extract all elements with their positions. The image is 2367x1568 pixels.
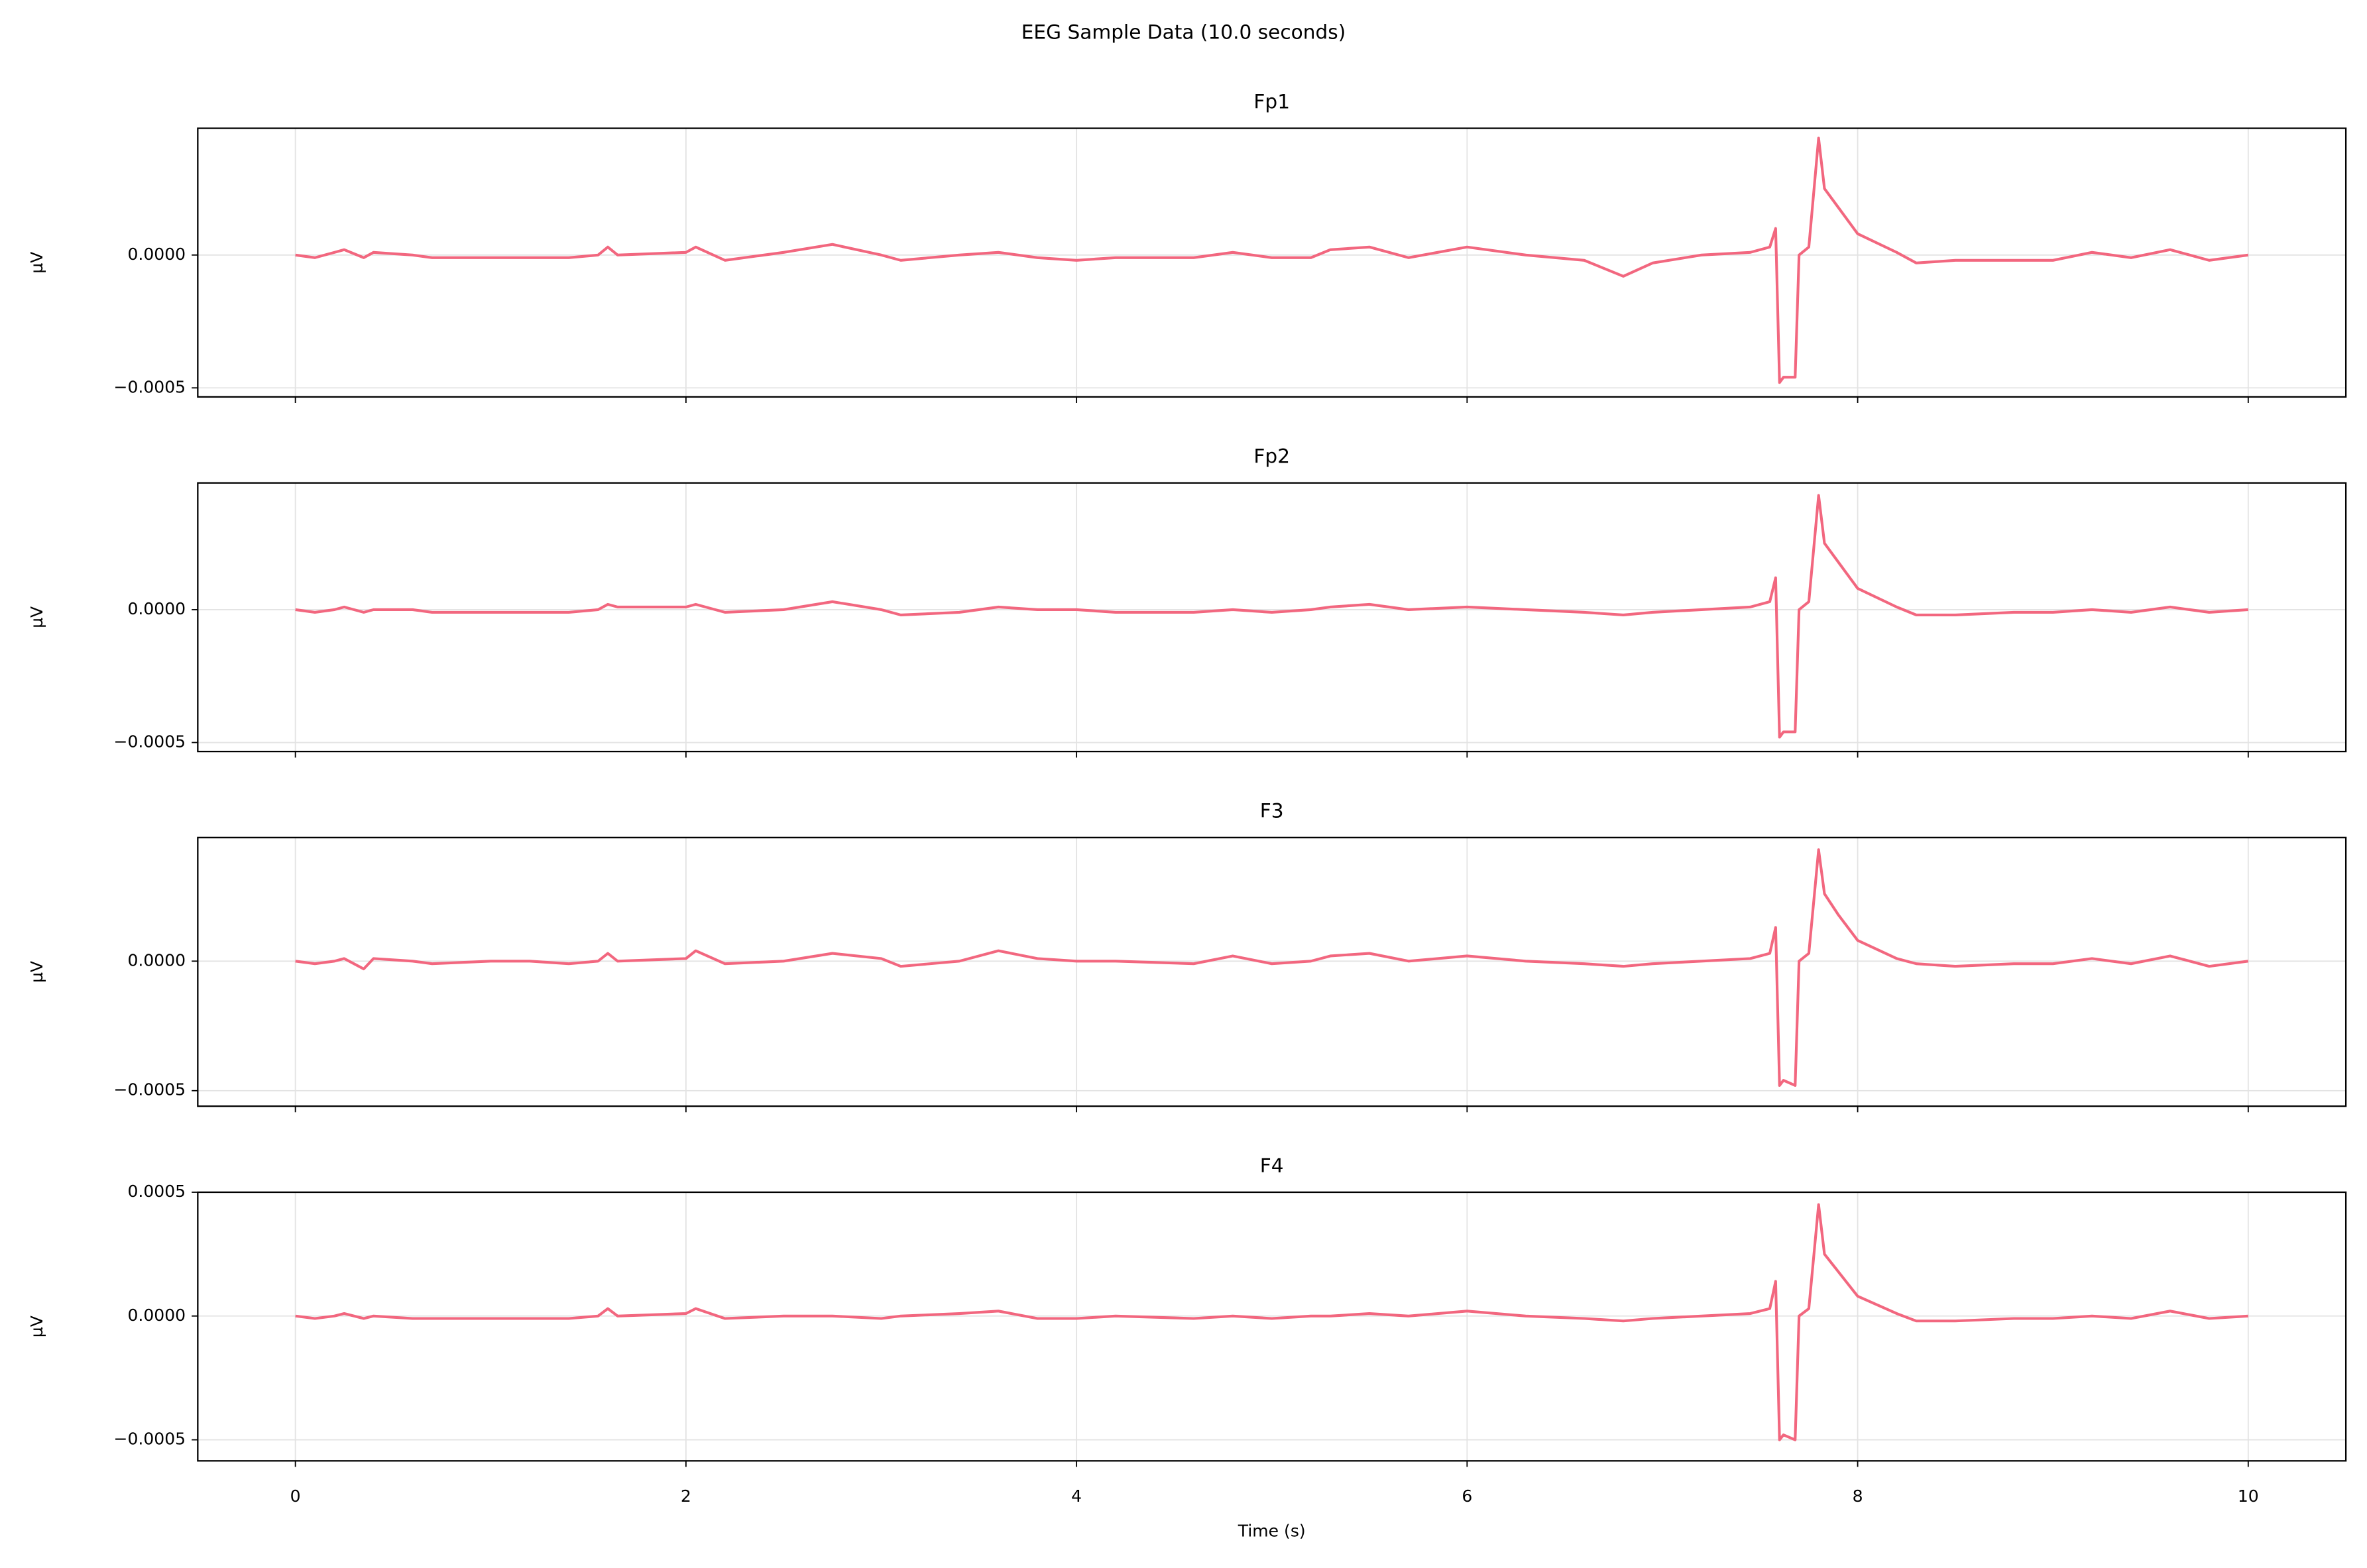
y-tick-label: −0.0005 <box>113 377 186 396</box>
y-tick-label: −0.0005 <box>113 1080 186 1099</box>
eeg-trace <box>295 137 2249 384</box>
figure-title: EEG Sample Data (10.0 seconds) <box>1021 21 1346 44</box>
subplot-title: Fp1 <box>1253 90 1290 113</box>
plot-frame <box>197 127 2347 398</box>
y-axis-label: µV <box>27 606 46 628</box>
x-tick-label: 6 <box>1462 1486 1472 1506</box>
eeg-trace <box>295 848 2249 1087</box>
plot-frame <box>197 836 2347 1107</box>
x-tick-label: 10 <box>2238 1486 2259 1506</box>
y-tick-label: −0.0005 <box>113 1429 186 1449</box>
x-tick-label: 2 <box>681 1486 691 1506</box>
subplot-title: F4 <box>1260 1154 1284 1177</box>
y-axis-label: µV <box>27 961 46 983</box>
y-tick-label: 0.0000 <box>127 245 186 264</box>
plot-frame <box>197 482 2347 753</box>
y-tick-label: 0.0000 <box>127 950 186 970</box>
x-tick-label: 8 <box>1853 1486 1863 1506</box>
y-tick-label: 0.0005 <box>127 1182 186 1201</box>
subplot-title: Fp2 <box>1253 445 1290 467</box>
x-tick-label: 0 <box>290 1486 301 1506</box>
y-tick-label: −0.0005 <box>113 732 186 751</box>
subplot-title: F3 <box>1260 800 1284 822</box>
eeg-trace <box>295 494 2248 739</box>
eeg-trace <box>295 1203 2248 1441</box>
y-axis-label: µV <box>27 1316 46 1337</box>
x-tick-label: 4 <box>1071 1486 1082 1506</box>
y-tick-label: 0.0000 <box>127 599 186 618</box>
y-tick-label: 0.0000 <box>127 1306 186 1325</box>
y-axis-label: µV <box>27 252 46 274</box>
x-axis-label: Time (s) <box>1238 1521 1306 1540</box>
plot-frame <box>197 1191 2347 1462</box>
